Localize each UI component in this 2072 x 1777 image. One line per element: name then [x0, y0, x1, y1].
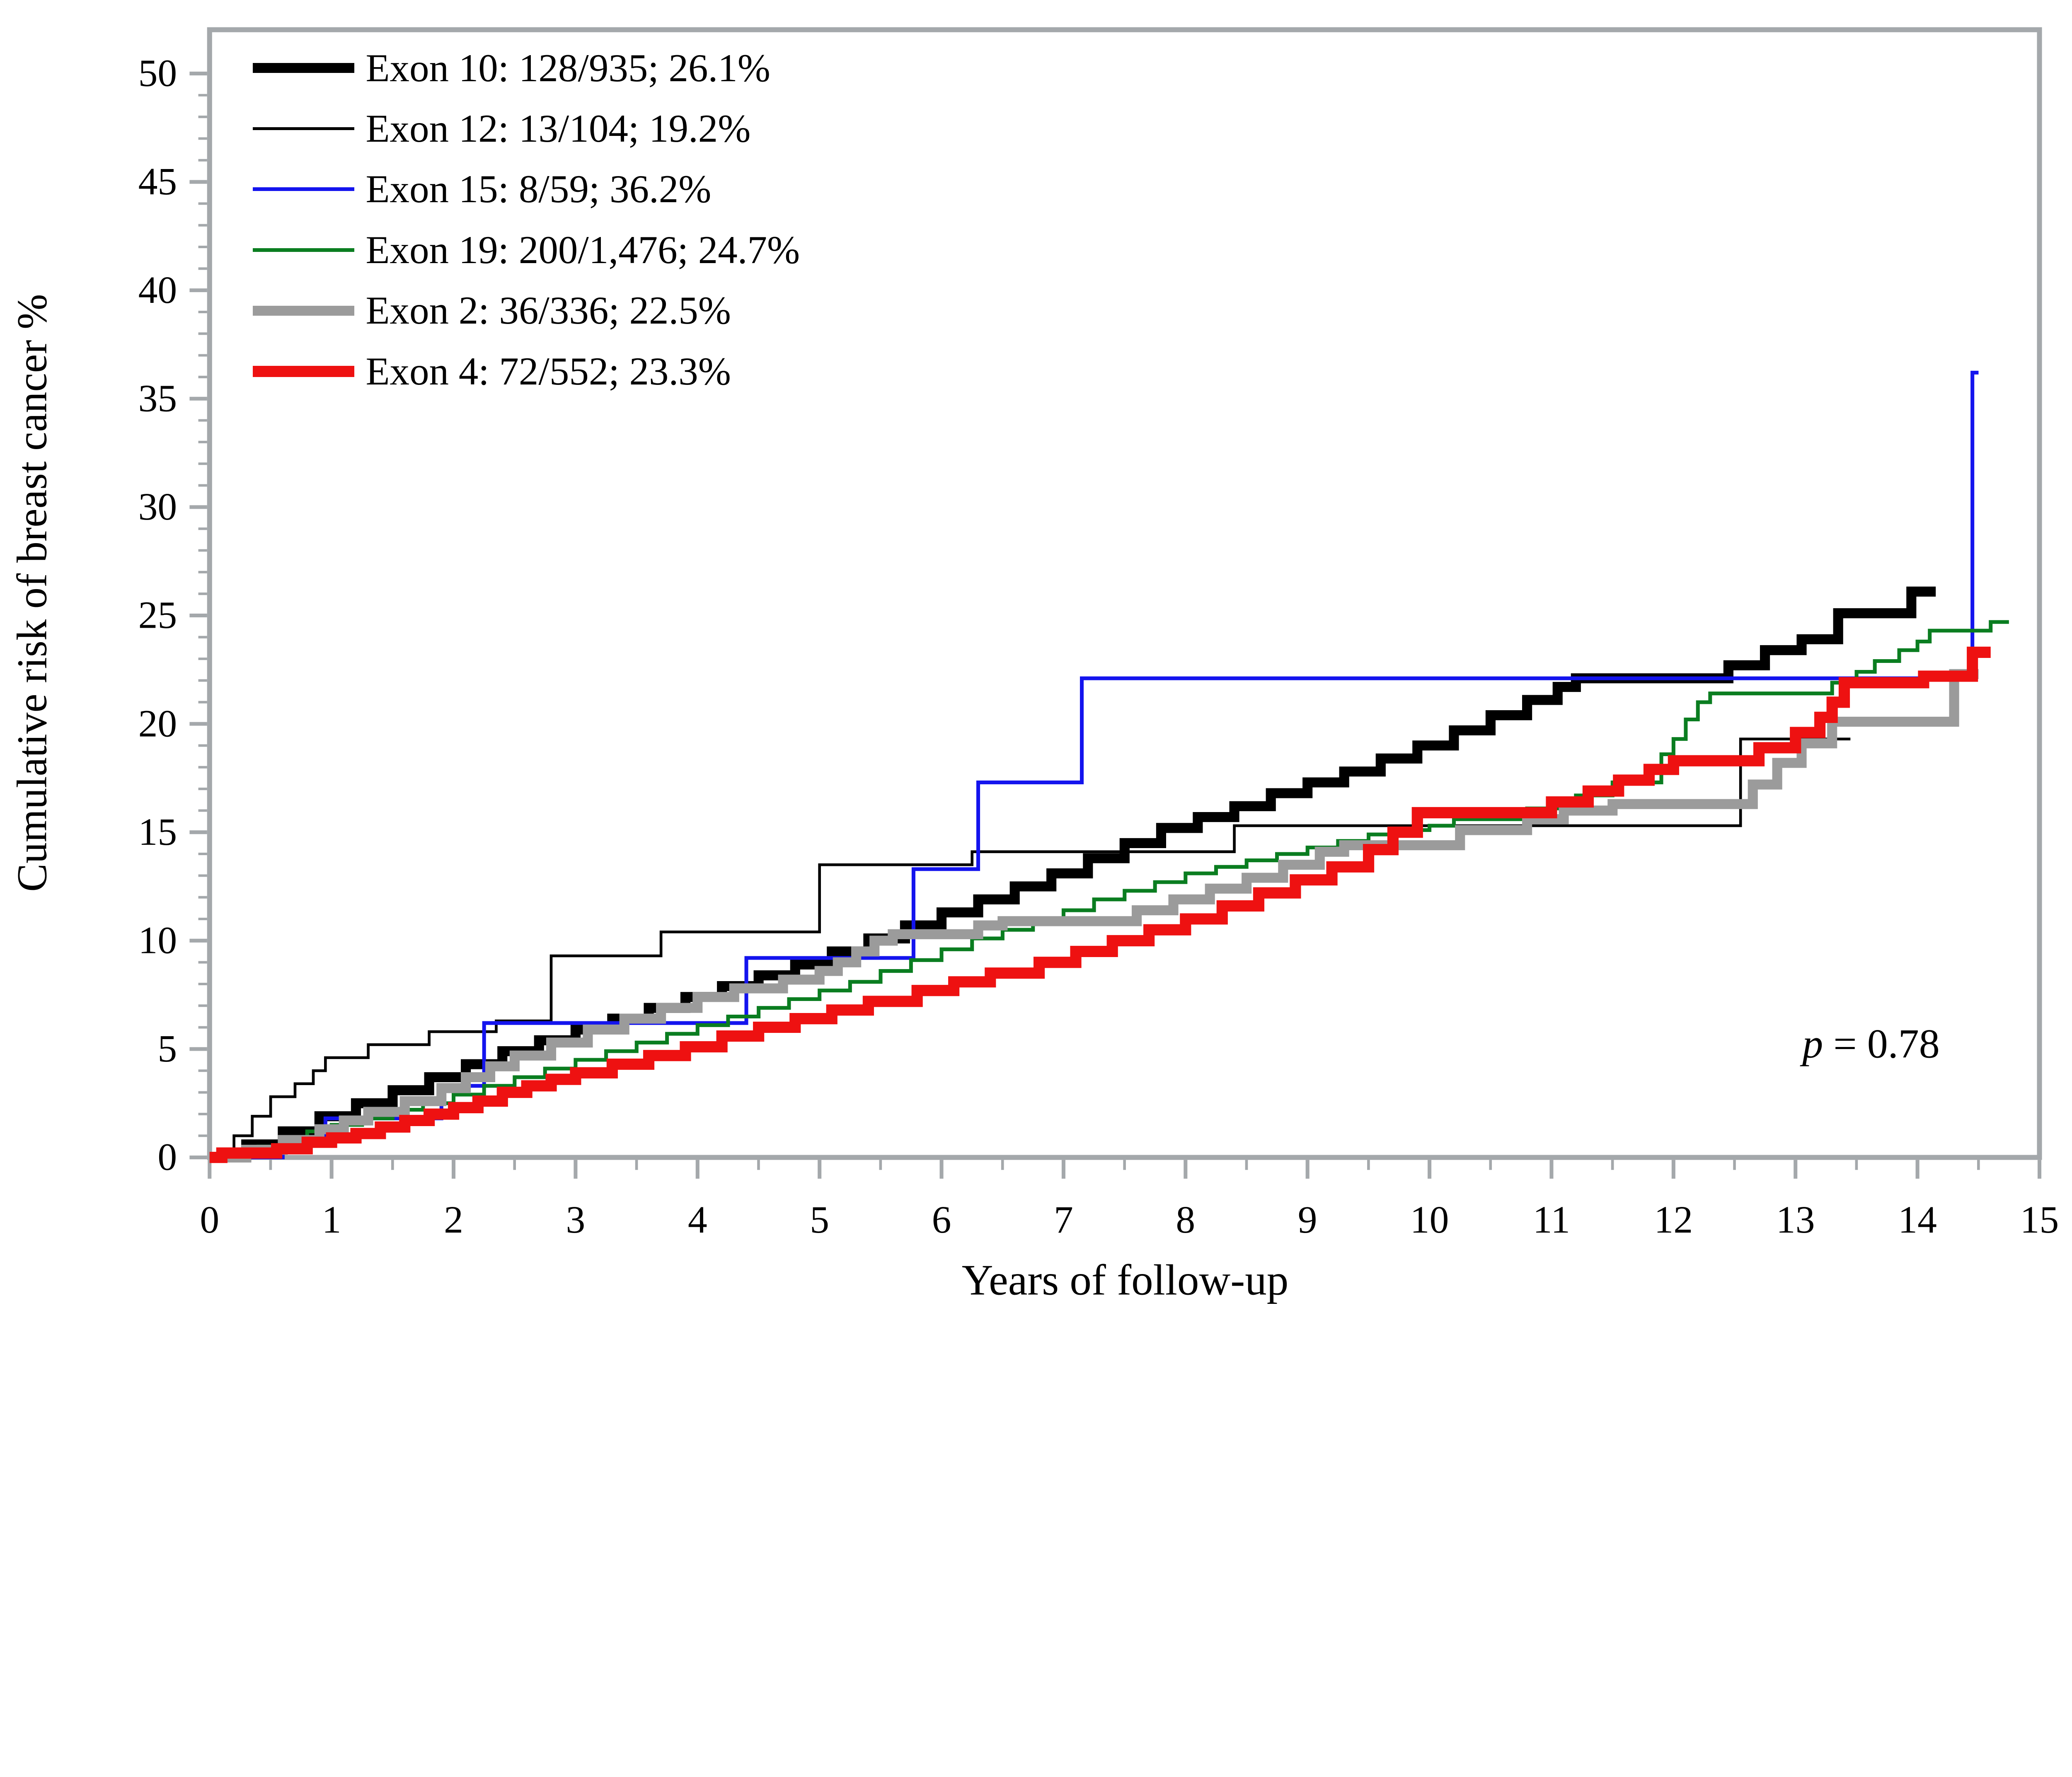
x-tick-label: 14 — [1898, 1199, 1937, 1241]
y-tick-label: 45 — [138, 160, 177, 203]
x-tick-label: 7 — [1054, 1199, 1073, 1241]
p-value-text: = 0.78 — [1823, 1020, 1940, 1067]
y-axis-title: Cumulative risk of breast cancer % — [9, 294, 56, 892]
legend-label-exon-12: Exon 12: 13/104; 19.2% — [366, 106, 751, 150]
legend-swatch-exon-2 — [253, 305, 354, 316]
y-tick-label: 40 — [138, 269, 177, 312]
legend-swatch-exon-19 — [253, 248, 354, 252]
curve-exon-12 — [209, 737, 1851, 1159]
legend-item-exon-4: Exon 4: 72/552; 23.3% — [253, 349, 731, 393]
x-tick-label: 2 — [444, 1199, 463, 1241]
x-tick-label: 10 — [1410, 1199, 1449, 1241]
y-tick-label: 25 — [138, 594, 177, 637]
legend-label-exon-2: Exon 2: 36/336; 22.5% — [366, 288, 731, 333]
y-tick-label: 0 — [157, 1136, 177, 1179]
legend-label-exon-19: Exon 19: 200/1,476; 24.7% — [366, 227, 800, 272]
y-tick-label: 10 — [138, 919, 177, 962]
legend-item-exon-12: Exon 12: 13/104; 19.2% — [253, 109, 750, 148]
x-tick-label: 1 — [322, 1199, 341, 1241]
legend-item-exon-19: Exon 19: 200/1,476; 24.7% — [253, 230, 800, 270]
y-tick-label: 30 — [138, 486, 177, 528]
x-tick-label: 8 — [1176, 1199, 1195, 1241]
legend-swatch-exon-12 — [253, 127, 354, 130]
legend-label-exon-10: Exon 10: 128/935; 26.1% — [366, 46, 770, 90]
y-tick-label: 20 — [138, 702, 177, 745]
x-axis-title: Years of follow-up — [961, 1255, 1289, 1304]
y-tick-label: 50 — [138, 52, 177, 95]
curve-exon-4 — [209, 646, 1991, 1163]
x-tick-label: 4 — [688, 1199, 707, 1241]
y-tick-label: 5 — [157, 1028, 177, 1070]
x-tick-label: 9 — [1298, 1199, 1317, 1241]
x-tick-label: 5 — [810, 1199, 829, 1241]
km-cumulative-risk-chart: 0 1 2 3 4 5 6 7 8 9 10 11 12 13 14 15 0 5 10 15 20 25 30 35 40 45… — [9, 27, 2059, 1304]
legend-item-exon-2: Exon 2: 36/336; 22.5% — [253, 291, 731, 330]
x-tick-label: 13 — [1776, 1199, 1815, 1241]
legend-label-exon-15: Exon 15: 8/59; 36.2% — [366, 167, 712, 211]
legend-item-exon-15: Exon 15: 8/59; 36.2% — [253, 169, 711, 209]
legend-swatch-exon-15 — [253, 187, 354, 191]
x-tick-label: 6 — [932, 1199, 951, 1241]
legend-label-exon-4: Exon 4: 72/552; 23.3% — [366, 349, 731, 393]
legend-swatch-exon-10 — [253, 63, 354, 73]
plot-frame — [207, 27, 2042, 1160]
legend-swatch-exon-4 — [253, 365, 354, 377]
x-tick-label: 11 — [1533, 1199, 1570, 1241]
x-tick-label: 15 — [2020, 1199, 2059, 1241]
x-tick-label: 0 — [200, 1199, 219, 1241]
p-symbol: p — [1802, 1020, 1823, 1067]
x-tick-label: 12 — [1654, 1199, 1693, 1241]
y-tick-label: 15 — [138, 811, 177, 853]
x-tick-label: 3 — [566, 1199, 585, 1241]
p-value-annotation: p = 0.78 — [1802, 1020, 1939, 1067]
legend-item-exon-10: Exon 10: 128/935; 26.1% — [253, 48, 770, 88]
legend: Exon 10: 128/935; 26.1% Exon 12: 13/104;… — [253, 48, 1082, 438]
plot-area: 0 1 2 3 4 5 6 7 8 9 10 11 12 13 14 15051015202530354045… — [138, 27, 2059, 1241]
curve-exon-2 — [209, 669, 1979, 1163]
y-tick-label: 35 — [138, 377, 177, 420]
curve-exon-19 — [209, 620, 2009, 1160]
